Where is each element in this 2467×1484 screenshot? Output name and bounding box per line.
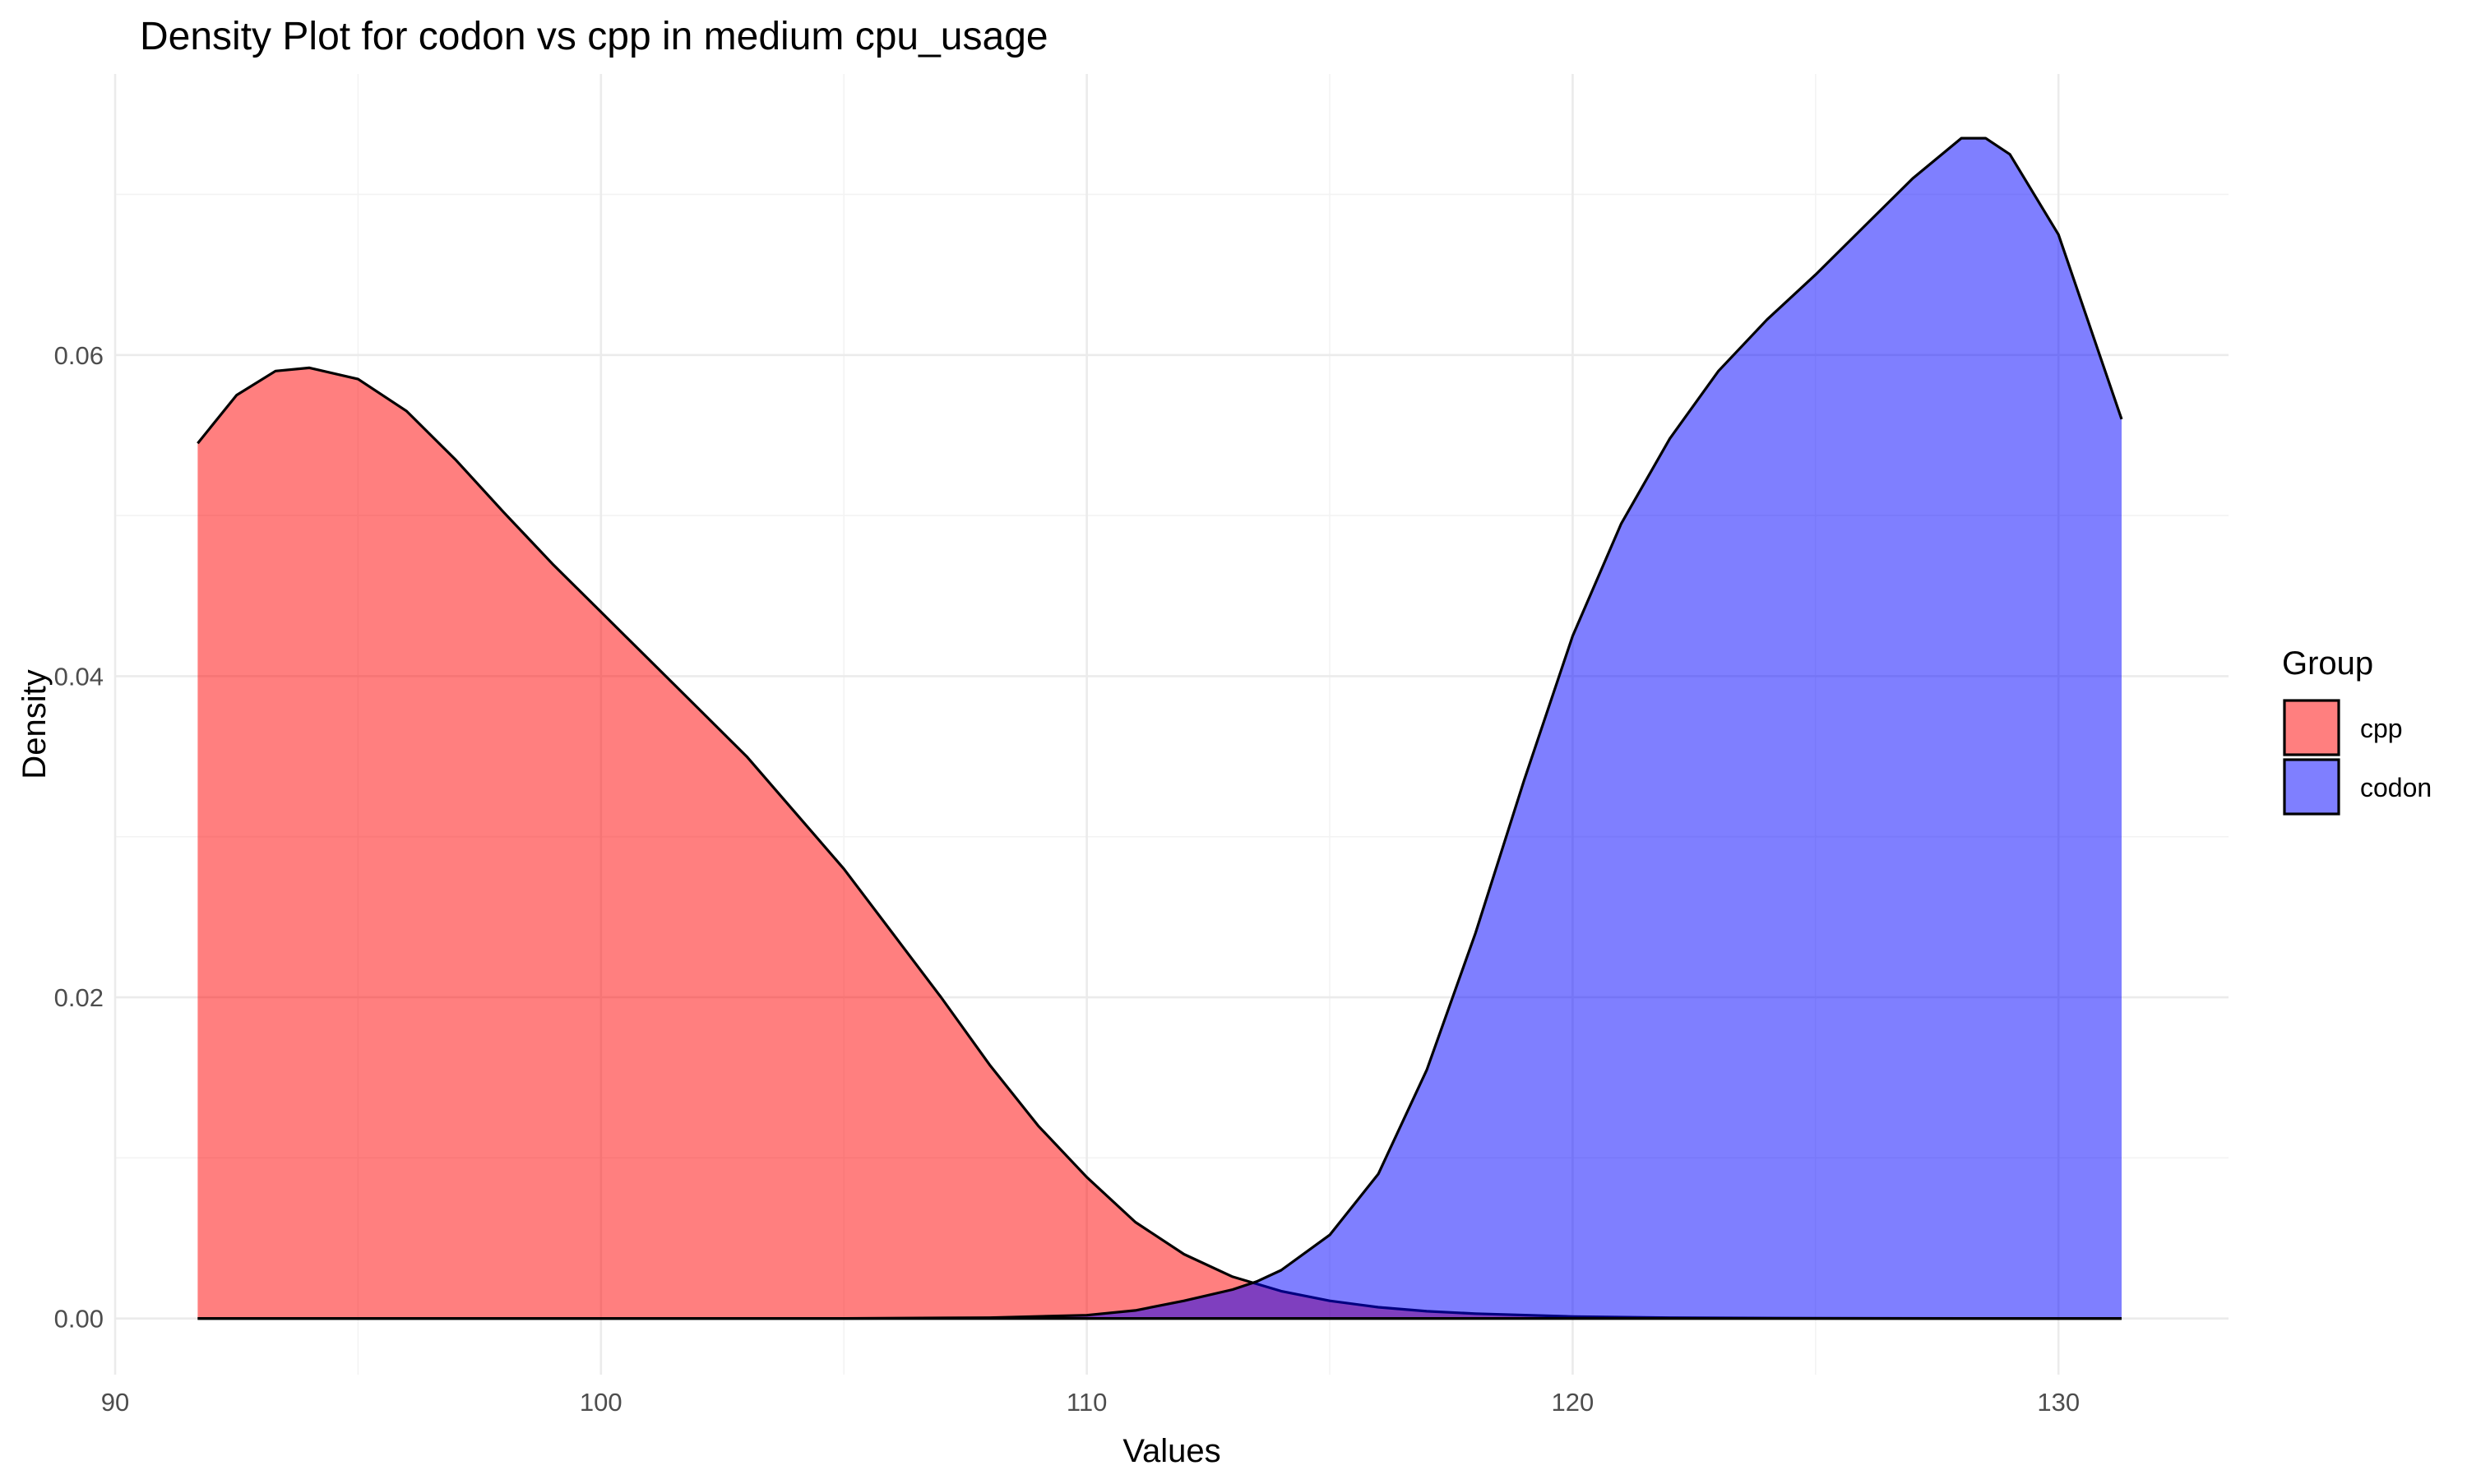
legend-label-codon: codon [2360,773,2432,802]
legend-key-cpp [2283,699,2340,756]
x-tick-label: 130 [2037,1388,2080,1417]
density-area-codon [197,138,2122,1319]
x-tick-label: 110 [1067,1388,1107,1417]
density-curve-codon [197,136,2123,1320]
legend: Group cpp codon [2282,645,2432,816]
legend-items: cpp codon [2283,699,2432,816]
x-tick-label: 120 [1552,1388,1595,1417]
legend-title: Group [2282,645,2373,682]
chart-title: Density Plot for codon vs cpp in medium … [140,15,1048,58]
y-tick-label: 0.06 [54,341,104,370]
legend-key-codon [2283,758,2340,816]
x-axis-title: Values [1122,1433,1220,1469]
y-axis-title: Density [16,669,53,779]
density-area-cpp [197,368,2122,1319]
y-tick-label: 0.04 [54,662,104,691]
y-tick-label: 0.02 [54,983,104,1012]
tick-labels: 90 100 110 120 130 0.00 0.02 0.04 0.06 [54,341,2080,1417]
x-tick-label: 100 [580,1388,623,1417]
density-areas [197,136,2123,1320]
legend-label-cpp: cpp [2360,714,2403,743]
y-tick-label: 0.00 [54,1305,104,1334]
x-tick-label: 90 [101,1388,129,1417]
